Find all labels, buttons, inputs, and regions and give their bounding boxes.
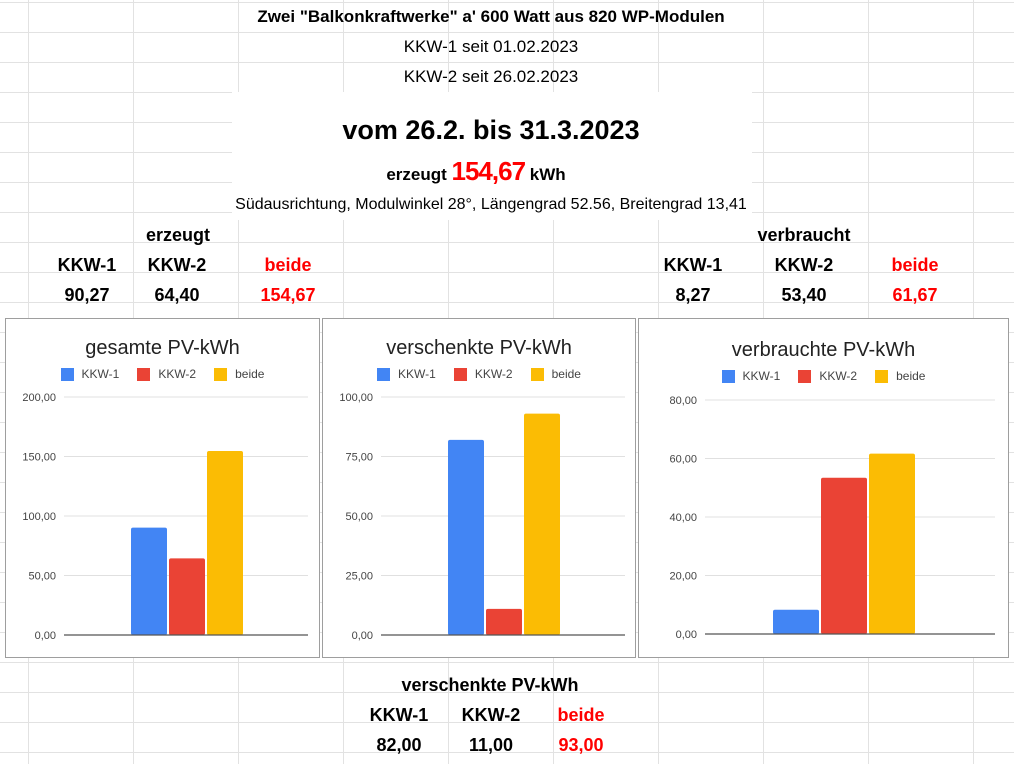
legend-item-beide[interactable]: beide — [875, 369, 925, 383]
chart-verschenkte[interactable]: verschenkte PV-kWh KKW-1 KKW-2 beide 0,0… — [322, 318, 636, 658]
produced-total-value: 154,67 — [451, 156, 527, 186]
given-value-kkw1[interactable]: 82,00 — [376, 735, 422, 755]
legend-label: KKW-1 — [398, 367, 436, 381]
given-header-kkw2[interactable]: KKW-2 — [461, 705, 521, 725]
bar-kkw2 — [169, 558, 205, 635]
consumed-heading[interactable]: verbraucht — [757, 225, 851, 245]
y-tick-label: 50,00 — [345, 511, 373, 523]
chart-plot: 0,00 20,00 40,00 60,00 80,00 — [669, 395, 995, 641]
y-tick-label: 60,00 — [669, 454, 697, 466]
legend-swatch-kkw2 — [798, 369, 812, 383]
consumed-value-beide[interactable]: 61,67 — [892, 285, 938, 305]
bar-beide — [524, 413, 560, 635]
legend-item-kkw2[interactable]: KKW-2 — [137, 367, 196, 381]
produced-label: erzeugt — [386, 165, 447, 184]
legend-swatch-kkw1 — [60, 367, 74, 381]
legend-label: KKW-1 — [742, 369, 781, 383]
bar-beide — [207, 450, 243, 635]
produced-value-kkw1[interactable]: 90,27 — [64, 285, 110, 305]
kkw1-since-text[interactable]: KKW-1 seit 01.02.2023 — [403, 37, 579, 56]
given-value-beide[interactable]: 93,00 — [558, 735, 604, 755]
bar-kkw1 — [448, 439, 484, 635]
legend-label: KKW-2 — [819, 369, 858, 383]
chart-plot: 0,00 25,00 50,00 75,00 100,00 — [339, 392, 625, 642]
legend-swatch-kkw1 — [377, 367, 391, 381]
bar-kkw2 — [821, 477, 867, 634]
given-header-kkw1[interactable]: KKW-1 — [369, 705, 429, 725]
produced-summary[interactable]: erzeugt 154,67 kWh — [0, 156, 952, 187]
bar-beide — [869, 453, 915, 634]
legend-swatch-kkw2 — [137, 367, 151, 381]
legend-label: beide — [551, 367, 581, 381]
period-heading[interactable]: vom 26.2. bis 31.3.2023 — [342, 115, 640, 145]
merged-cell-bg — [232, 92, 752, 220]
chart-gesamte[interactable]: gesamte PV-kWh KKW-1 KKW-2 beide 0,00 50,… — [5, 318, 320, 658]
y-tick-label: 40,00 — [669, 512, 697, 524]
produced-heading[interactable]: erzeugt — [145, 225, 210, 245]
legend-label: KKW-1 — [81, 367, 120, 381]
produced-value-kkw2[interactable]: 64,40 — [154, 285, 200, 305]
legend-item-kkw1[interactable]: KKW-1 — [377, 367, 436, 381]
produced-value-beide[interactable]: 154,67 — [260, 285, 316, 305]
y-tick-label: 200,00 — [22, 392, 56, 404]
legend-item-beide[interactable]: beide — [530, 367, 581, 381]
location-info[interactable]: Südausrichtung, Modulwinkel 28°, Längeng… — [235, 196, 747, 213]
chart-verbrauchte[interactable]: verbrauchte PV-kWh KKW-1 KKW-2 beide 0,0… — [638, 318, 1009, 658]
bar-kkw1 — [131, 527, 167, 635]
legend-label: KKW-2 — [158, 367, 197, 381]
y-tick-label: 80,00 — [669, 395, 697, 407]
produced-unit: kWh — [529, 165, 566, 184]
legend-item-beide[interactable]: beide — [214, 367, 264, 381]
consumed-value-kkw1[interactable]: 8,27 — [675, 285, 711, 305]
y-tick-label: 75,00 — [345, 452, 373, 464]
legend-item-kkw1[interactable]: KKW-1 — [60, 367, 120, 381]
legend-swatch-beide — [214, 367, 228, 381]
consumed-value-kkw2[interactable]: 53,40 — [781, 285, 827, 305]
legend-swatch-kkw2 — [453, 367, 467, 381]
y-tick-label: 20,00 — [669, 571, 697, 583]
legend-item-kkw2[interactable]: KKW-2 — [453, 367, 513, 381]
sheet-title[interactable]: Zwei "Balkonkraftwerke" a' 600 Watt aus … — [257, 7, 725, 26]
legend-label: KKW-2 — [474, 367, 513, 381]
chart-title: gesamte PV-kWh — [85, 337, 240, 359]
produced-header-kkw1[interactable]: KKW-1 — [57, 255, 117, 275]
chart-legend: KKW-1 KKW-2 beide — [323, 367, 635, 381]
y-tick-label: 0,00 — [676, 629, 697, 641]
legend-swatch-beide — [530, 367, 544, 381]
y-tick-label: 150,00 — [22, 452, 56, 464]
given-heading[interactable]: verschenkte PV-kWh — [401, 675, 579, 695]
y-tick-label: 0,00 — [35, 630, 56, 642]
legend-item-kkw1[interactable]: KKW-1 — [721, 369, 781, 383]
legend-swatch-beide — [875, 369, 889, 383]
chart-legend: KKW-1 KKW-2 beide — [6, 367, 319, 381]
given-value-kkw2[interactable]: 11,00 — [468, 735, 514, 755]
consumed-header-kkw1[interactable]: KKW-1 — [663, 255, 723, 275]
y-tick-label: 100,00 — [339, 392, 373, 404]
kkw2-since-text[interactable]: KKW-2 seit 26.02.2023 — [403, 67, 579, 86]
y-tick-label: 25,00 — [345, 571, 373, 583]
chart-title: verschenkte PV-kWh — [386, 337, 572, 359]
y-tick-label: 0,00 — [352, 630, 373, 642]
chart-legend: KKW-1 KKW-2 beide — [639, 369, 1008, 383]
y-tick-label: 100,00 — [22, 511, 56, 523]
legend-label: beide — [235, 367, 265, 381]
bar-kkw2 — [486, 608, 522, 635]
legend-label: beide — [896, 369, 926, 383]
legend-swatch-kkw1 — [721, 369, 735, 383]
consumed-header-kkw2[interactable]: KKW-2 — [774, 255, 834, 275]
consumed-header-beide[interactable]: beide — [891, 255, 939, 275]
produced-header-kkw2[interactable]: KKW-2 — [147, 255, 207, 275]
given-header-beide[interactable]: beide — [557, 705, 605, 725]
y-tick-label: 50,00 — [28, 571, 56, 583]
legend-item-kkw2[interactable]: KKW-2 — [798, 369, 857, 383]
chart-plot: 0,00 50,00 100,00 150,00 200,00 — [22, 392, 308, 642]
bar-kkw1 — [773, 609, 819, 634]
chart-title: verbrauchte PV-kWh — [731, 339, 916, 361]
produced-header-beide[interactable]: beide — [264, 255, 312, 275]
